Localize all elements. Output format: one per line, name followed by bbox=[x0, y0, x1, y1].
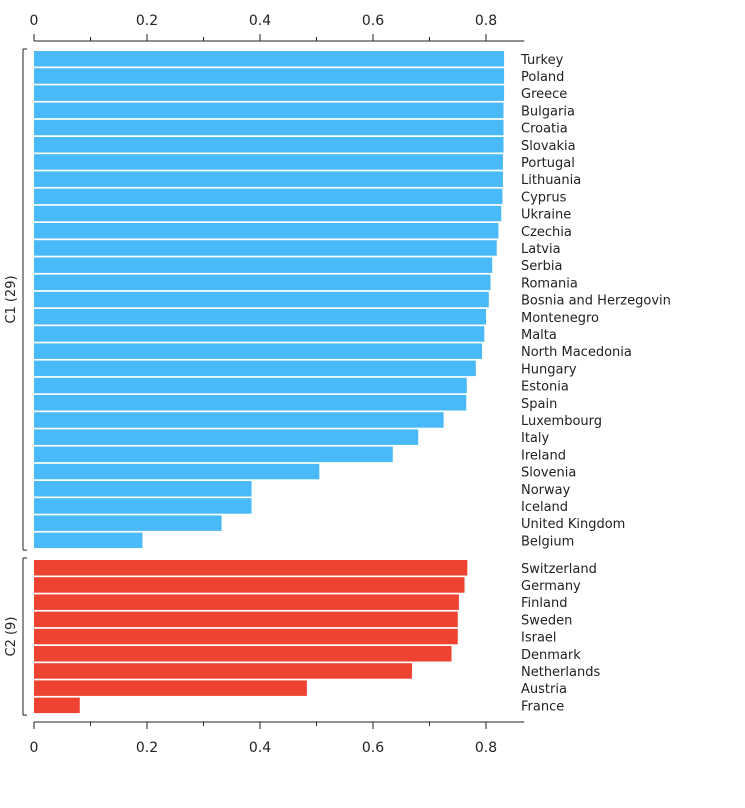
x-tick-label: 0 bbox=[30, 13, 39, 29]
top-x-axis: 0 0.2 0.4 0.6 0.8 bbox=[30, 13, 525, 42]
bar-c1 bbox=[34, 377, 467, 394]
bar-c1 bbox=[34, 188, 503, 205]
category-label: United Kingdom bbox=[521, 517, 625, 532]
category-label: Iceland bbox=[521, 500, 568, 515]
bar-c1 bbox=[34, 274, 491, 291]
x-tick-label: 0.8 bbox=[475, 13, 497, 29]
bar-c1 bbox=[34, 51, 505, 67]
bar-c2 bbox=[34, 628, 458, 645]
bar-c2 bbox=[34, 560, 468, 576]
x-tick-label: 0.4 bbox=[249, 13, 271, 29]
bar-c1 bbox=[34, 343, 483, 359]
cluster-label: C1 (29) bbox=[4, 275, 19, 323]
bar-c1 bbox=[34, 205, 502, 222]
bar-c2 bbox=[34, 697, 80, 714]
category-label: Portugal bbox=[521, 156, 575, 171]
category-label: Estonia bbox=[521, 380, 569, 395]
bar-c1 bbox=[34, 532, 143, 549]
category-labels: Turkey Poland Greece Bulgaria Croatia Slovaki… bbox=[520, 53, 671, 715]
category-label: Switzerland bbox=[521, 562, 597, 577]
category-label: Slovenia bbox=[521, 466, 576, 481]
bar-c2 bbox=[34, 663, 412, 679]
category-label: Spain bbox=[521, 397, 557, 412]
bar-c2 bbox=[34, 577, 465, 593]
x-tick-label: 0.2 bbox=[136, 740, 158, 756]
bar-c1 bbox=[34, 257, 493, 273]
category-label: Norway bbox=[521, 483, 571, 498]
category-label: Israel bbox=[521, 631, 557, 646]
x-tick-label: 0.8 bbox=[475, 740, 497, 756]
x-tick-label: 0.6 bbox=[362, 13, 384, 29]
bar-c1 bbox=[34, 326, 485, 342]
bar-c1 bbox=[34, 68, 505, 84]
category-label: Ireland bbox=[521, 448, 566, 463]
category-label: Czechia bbox=[521, 225, 572, 240]
category-label: Hungary bbox=[521, 362, 577, 377]
category-label: Belgium bbox=[521, 534, 574, 549]
bar-c1 bbox=[34, 360, 476, 377]
bar-c1 bbox=[34, 223, 499, 239]
x-tick-label: 0.6 bbox=[362, 740, 384, 756]
cluster-brackets: C1 (29) C2 (9) bbox=[4, 48, 27, 716]
category-label: Serbia bbox=[521, 259, 562, 274]
category-label: France bbox=[521, 699, 564, 714]
bottom-x-axis: 0 0.2 0.4 0.6 0.8 bbox=[30, 721, 525, 756]
bar-c1 bbox=[34, 291, 489, 308]
category-label: Lithuania bbox=[521, 173, 581, 188]
category-label: Turkey bbox=[520, 53, 564, 68]
bar-c2 bbox=[34, 594, 459, 610]
bar-c1 bbox=[34, 154, 503, 170]
category-label: Malta bbox=[521, 328, 557, 343]
bars bbox=[34, 51, 505, 714]
category-label: Germany bbox=[521, 579, 581, 594]
bar-c1 bbox=[34, 446, 393, 463]
bar-c2 bbox=[34, 646, 452, 662]
category-label: Bosnia and Herzegovin bbox=[521, 294, 671, 309]
category-label: Poland bbox=[521, 70, 564, 85]
bar-c1 bbox=[34, 102, 504, 119]
bar-c1 bbox=[34, 463, 320, 480]
category-label: Denmark bbox=[521, 648, 581, 663]
bar-c1 bbox=[34, 171, 503, 187]
x-tick-label: 0 bbox=[30, 740, 39, 756]
category-label: Montenegro bbox=[521, 311, 599, 326]
category-label: Finland bbox=[521, 596, 567, 611]
bar-c1 bbox=[34, 481, 252, 497]
category-label: Greece bbox=[521, 87, 567, 102]
category-label: Sweden bbox=[521, 613, 572, 628]
bar-c1 bbox=[34, 395, 467, 411]
category-label: Bulgaria bbox=[521, 104, 575, 119]
category-label: Croatia bbox=[521, 122, 568, 137]
category-label: Latvia bbox=[521, 242, 561, 257]
bar-c1 bbox=[34, 309, 486, 325]
bar-c2 bbox=[34, 611, 458, 628]
x-tick-label: 0.4 bbox=[249, 740, 271, 756]
category-label: Italy bbox=[521, 431, 550, 446]
category-label: Luxembourg bbox=[521, 414, 602, 429]
bar-c1 bbox=[34, 137, 504, 153]
category-label: North Macedonia bbox=[521, 345, 632, 360]
bar-c2 bbox=[34, 680, 307, 696]
category-label: Netherlands bbox=[521, 665, 600, 680]
bar-c1 bbox=[34, 429, 419, 445]
category-label: Slovakia bbox=[521, 139, 576, 154]
bar-c1 bbox=[34, 240, 497, 256]
bar-c1 bbox=[34, 498, 252, 514]
bar-c1 bbox=[34, 119, 504, 136]
bar-c1 bbox=[34, 412, 444, 428]
bar-c1 bbox=[34, 85, 505, 101]
category-label: Austria bbox=[521, 682, 567, 697]
bar-c1 bbox=[34, 515, 222, 531]
category-label: Romania bbox=[521, 276, 578, 291]
category-label: Cyprus bbox=[521, 190, 567, 205]
x-tick-label: 0.2 bbox=[136, 13, 158, 29]
category-label: Ukraine bbox=[521, 208, 571, 223]
cluster-label: C2 (9) bbox=[4, 617, 19, 657]
